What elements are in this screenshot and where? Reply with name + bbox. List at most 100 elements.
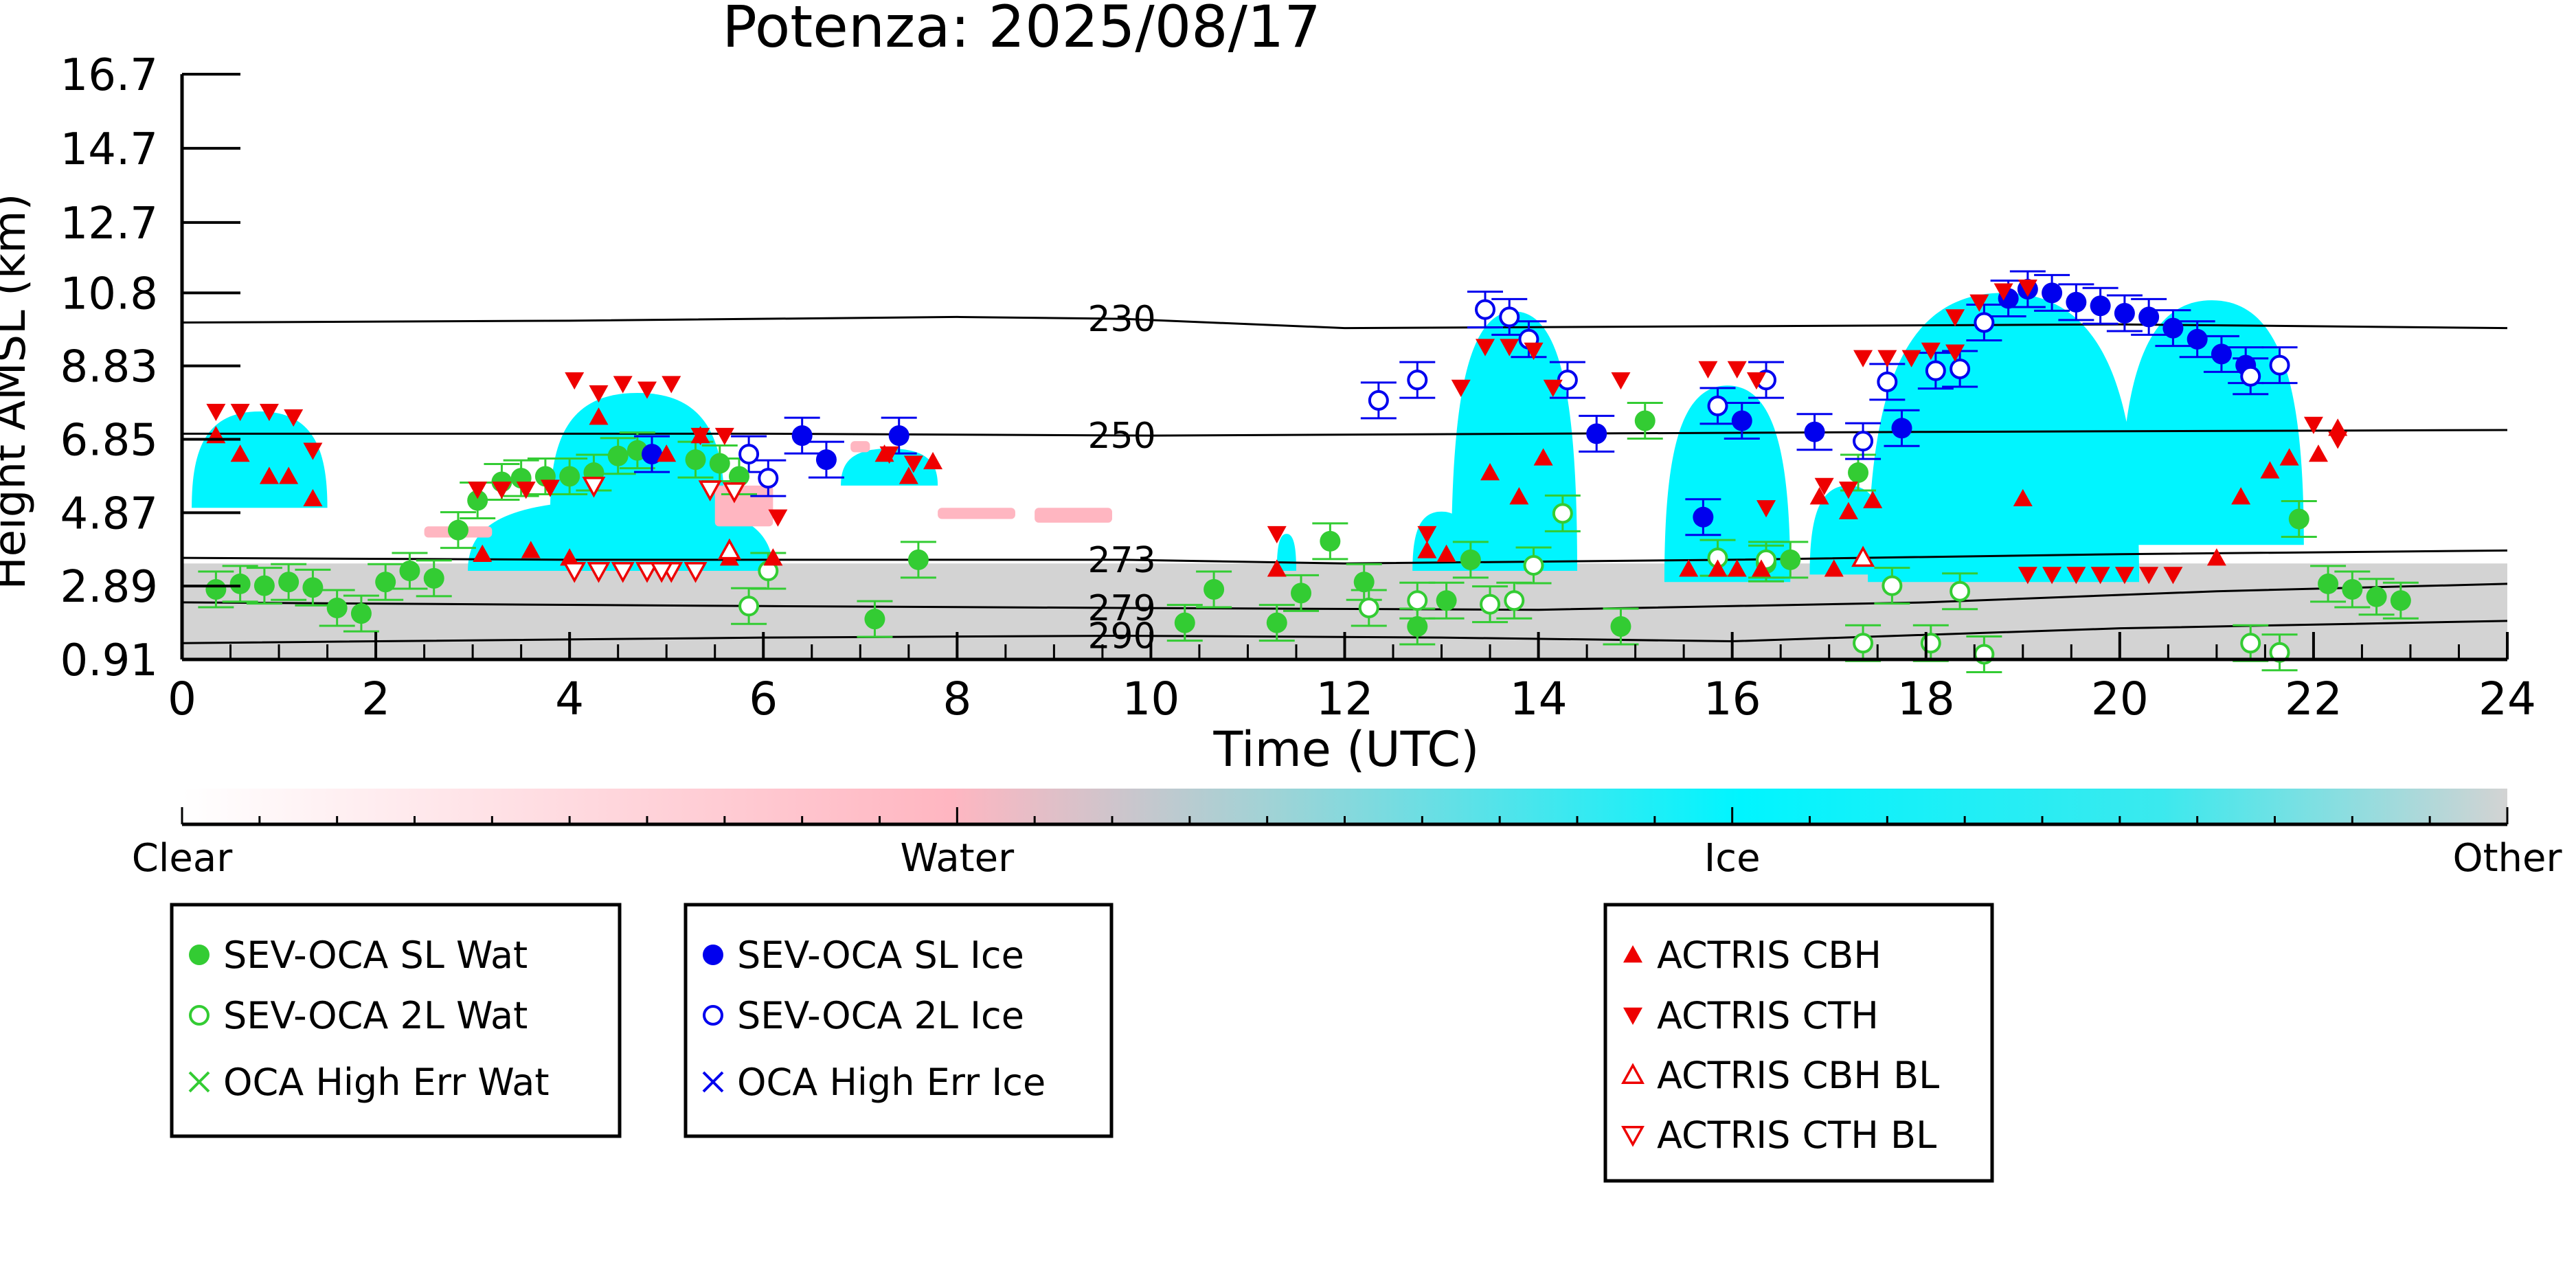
data-point <box>1756 500 1776 518</box>
ice-cloud-region <box>468 500 773 572</box>
data-point <box>2269 354 2290 376</box>
data-point <box>791 425 813 447</box>
data-point <box>1368 389 1389 411</box>
data-point <box>540 479 560 497</box>
data-point <box>1267 526 1287 544</box>
data-point <box>1993 283 2013 301</box>
data-point <box>642 444 663 465</box>
data-point <box>326 597 348 618</box>
x-tick-label: 24 <box>2478 673 2536 725</box>
data-point <box>1877 371 1898 392</box>
x-tick-label: 6 <box>749 673 778 725</box>
data-point <box>635 562 659 583</box>
x-tick-label: 4 <box>555 673 584 725</box>
data-point <box>1267 559 1287 577</box>
data-point <box>1436 544 1456 562</box>
data-point <box>587 562 611 583</box>
data-point <box>205 579 227 600</box>
data-point <box>907 549 929 570</box>
data-point <box>1353 572 1375 593</box>
data-point <box>2114 303 2135 324</box>
data-point <box>230 444 250 462</box>
legend-marker <box>1621 1063 1645 1084</box>
data-point <box>657 444 677 462</box>
data-point <box>1853 431 1874 452</box>
data-point <box>1838 501 1858 519</box>
legend-marker <box>1621 1126 1645 1147</box>
data-point <box>2206 548 2226 566</box>
data-point <box>1851 545 1875 567</box>
data-point <box>2390 590 2411 611</box>
data-point <box>1320 530 1341 552</box>
legend-marker <box>703 1005 723 1026</box>
data-point <box>2318 573 2339 594</box>
data-point <box>1586 423 1607 444</box>
data-point <box>698 480 722 501</box>
legend-label: SEV-OCA SL Wat <box>223 934 528 977</box>
ice-cloud-region <box>1664 385 1791 583</box>
y-tick-label: 2.89 <box>60 562 159 613</box>
data-point <box>728 466 749 487</box>
ice-cloud-region <box>1451 311 1577 572</box>
data-point <box>611 562 635 583</box>
data-point <box>375 572 396 593</box>
data-point <box>1708 559 1728 577</box>
data-point <box>1533 448 1553 466</box>
data-point <box>279 466 299 484</box>
x-tick-label: 0 <box>168 673 196 725</box>
data-point <box>467 490 488 511</box>
data-point <box>1204 579 1225 600</box>
data-point <box>589 407 609 425</box>
data-point <box>1809 487 1829 505</box>
data-point <box>2162 317 2184 339</box>
data-point <box>303 488 323 507</box>
data-point <box>1358 597 1379 618</box>
data-point <box>650 562 674 583</box>
legend-box <box>170 903 622 1138</box>
data-point <box>2308 444 2328 462</box>
data-point <box>1950 358 1971 379</box>
legend-label: OCA High Err Wat <box>223 1061 550 1104</box>
data-point <box>685 449 706 471</box>
y-tick-label: 16.7 <box>60 50 159 101</box>
data-point <box>1974 312 1995 333</box>
x-tick-label: 18 <box>1897 673 1955 725</box>
data-point <box>899 466 918 484</box>
data-point <box>2240 633 2261 654</box>
data-point <box>1499 306 1520 328</box>
y-tick-label: 6.85 <box>60 415 159 466</box>
data-point <box>2042 282 2063 304</box>
data-point <box>1460 549 1481 570</box>
legend-box <box>1603 903 1994 1183</box>
data-point <box>2328 418 2348 436</box>
legend-marker <box>189 945 210 965</box>
isotherm-label: 273 <box>1087 540 1155 581</box>
isotherm-label: 290 <box>1087 615 1155 657</box>
data-point <box>2366 586 2387 607</box>
legend-label: ACTRIS CTH <box>1657 994 1879 1037</box>
data-point <box>284 409 304 427</box>
data-point <box>1476 339 1495 357</box>
legend-label: SEV-OCA 2L Ice <box>737 994 1024 1037</box>
isotherm-line <box>182 429 2507 437</box>
legend-marker <box>1623 1007 1642 1025</box>
x-tick-label: 16 <box>1704 673 1761 725</box>
data-point <box>1417 526 1437 544</box>
data-point <box>473 544 493 562</box>
data-point <box>1480 463 1500 481</box>
data-point <box>253 575 275 596</box>
data-point <box>1475 299 1496 320</box>
data-point <box>879 446 899 464</box>
x-tick-label: 8 <box>942 673 971 725</box>
data-point <box>2138 306 2160 328</box>
data-point <box>2163 567 2183 585</box>
data-point <box>563 562 587 583</box>
data-point <box>1727 361 1747 379</box>
isotherm-line <box>182 583 2507 611</box>
water-cloud-region <box>850 441 870 453</box>
data-point <box>468 482 488 499</box>
data-point <box>1751 559 1771 577</box>
y-tick-label: 10.8 <box>60 269 159 319</box>
data-point <box>302 577 324 598</box>
data-points-layer <box>205 278 2411 665</box>
